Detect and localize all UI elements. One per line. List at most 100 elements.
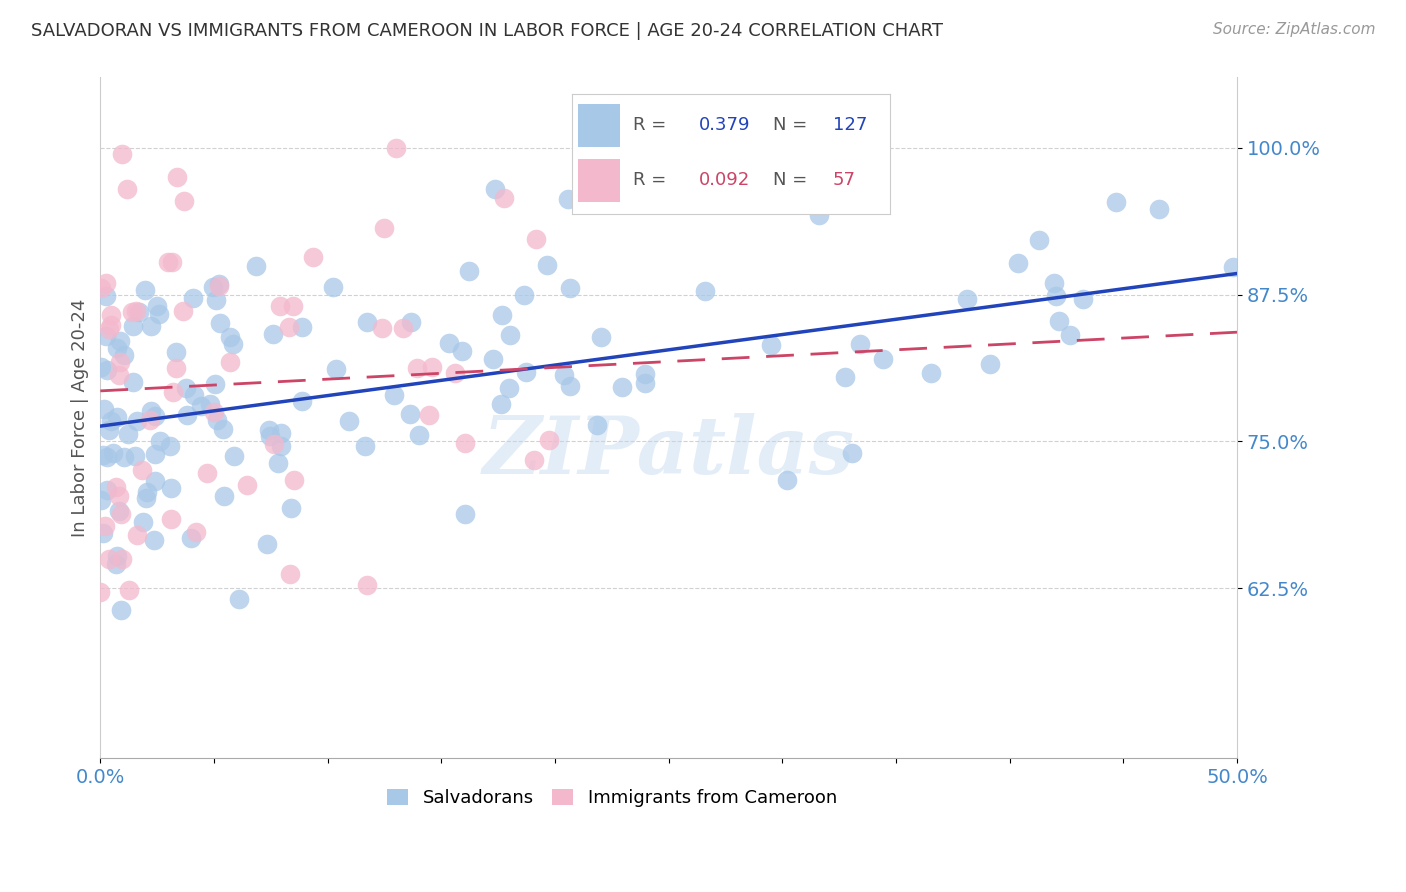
Point [117, 583, 139, 598]
Point [439, 335, 461, 350]
Point [135, 485, 157, 500]
Point [195, 466, 218, 480]
Point [695, 284, 717, 298]
Point [263, 437, 285, 451]
Point [204, 377, 226, 392]
Point [454, 436, 477, 450]
Point [208, 278, 231, 293]
Point [499, 327, 522, 342]
Point [418, 408, 440, 422]
Point [1059, 327, 1081, 342]
Point [1105, 195, 1128, 210]
Point [94, 289, 117, 303]
Point [1047, 314, 1070, 328]
Point [173, 194, 195, 208]
Point [256, 537, 278, 551]
Point [125, 528, 148, 542]
Point [1147, 202, 1170, 216]
Point [222, 449, 245, 463]
Point [283, 298, 305, 312]
Point [1007, 255, 1029, 269]
Point [259, 428, 281, 442]
Point [105, 409, 128, 424]
Point [644, 195, 666, 210]
Point [491, 309, 513, 323]
Point [398, 407, 420, 421]
Point [956, 292, 979, 306]
Point [1045, 288, 1067, 302]
Point [131, 463, 153, 477]
Point [202, 405, 225, 419]
Point [125, 304, 148, 318]
Point [291, 394, 314, 409]
Point [101, 446, 124, 460]
Point [205, 293, 228, 308]
Point [482, 352, 505, 367]
Point [373, 221, 395, 235]
Point [139, 319, 162, 334]
Point [107, 504, 129, 518]
Point [920, 366, 942, 380]
Point [139, 413, 162, 427]
Point [537, 433, 560, 447]
Point [979, 357, 1001, 371]
Point [283, 473, 305, 487]
Point [114, 450, 136, 465]
Point [1043, 277, 1066, 291]
Point [162, 385, 184, 400]
Point [174, 381, 197, 395]
Point [90, 493, 112, 508]
Point [484, 182, 506, 196]
Point [108, 354, 131, 368]
Point [89, 584, 111, 599]
Point [100, 308, 122, 322]
Text: SALVADORAN VS IMMIGRANTS FROM CAMEROON IN LABOR FORCE | AGE 20-24 CORRELATION CH: SALVADORAN VS IMMIGRANTS FROM CAMEROON I… [31, 22, 943, 40]
Point [111, 552, 134, 566]
Point [148, 307, 170, 321]
Point [1071, 293, 1094, 307]
Point [214, 489, 236, 503]
Point [808, 208, 831, 222]
Point [105, 549, 128, 563]
Point [494, 191, 516, 205]
Point [110, 602, 132, 616]
Text: Source: ZipAtlas.com: Source: ZipAtlas.com [1212, 22, 1375, 37]
Point [181, 291, 204, 305]
Point [183, 388, 205, 402]
Point [454, 508, 477, 522]
Point [208, 277, 231, 292]
Point [405, 360, 427, 375]
Point [121, 318, 143, 333]
Point [180, 531, 202, 545]
Point [166, 170, 188, 185]
Point [219, 330, 242, 344]
Point [849, 337, 872, 351]
Point [96, 363, 118, 377]
Point [125, 414, 148, 428]
Point [270, 426, 292, 441]
Point [90, 360, 112, 375]
Point [107, 341, 129, 355]
Point [536, 258, 558, 272]
Point [589, 330, 612, 344]
Point [385, 141, 408, 155]
Point [356, 578, 378, 592]
Point [200, 397, 222, 411]
Point [399, 314, 422, 328]
Point [98, 423, 121, 437]
Point [322, 280, 344, 294]
Point [1028, 233, 1050, 247]
Point [135, 491, 157, 506]
Point [382, 387, 405, 401]
Point [221, 337, 243, 351]
Point [512, 288, 534, 302]
Point [176, 408, 198, 422]
Point [408, 428, 430, 442]
Point [205, 413, 228, 427]
Point [524, 232, 547, 246]
Point [280, 501, 302, 516]
Point [515, 365, 537, 379]
Point [228, 591, 250, 606]
Point [121, 375, 143, 389]
Point [872, 352, 894, 367]
